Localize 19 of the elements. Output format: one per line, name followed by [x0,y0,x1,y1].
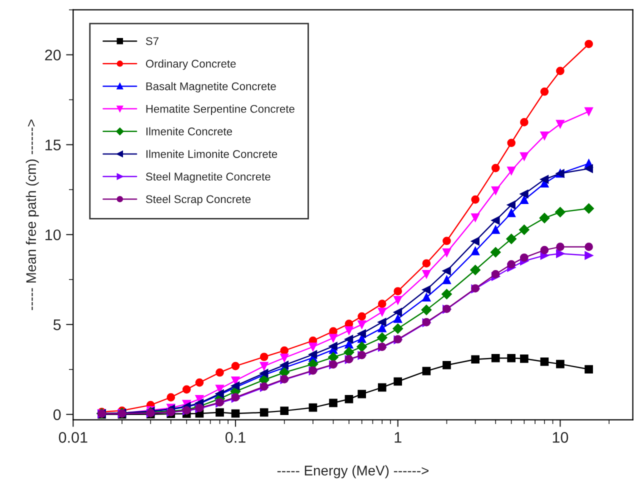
legend-label: Basalt Magnetite Concrete [146,82,276,92]
legend-label: Ilmenite Concrete [146,127,232,136]
legend-label: Ilmenite Limonite Concrete [146,150,278,158]
x-tick-label: 10 [552,432,568,443]
legend-label: Hematite Serpentine Concrete [146,104,294,116]
x-tick-label: 0.1 [225,432,246,443]
x-tick-label: 1 [394,432,402,443]
legend-label: Steel Scrap Concrete [146,194,251,206]
y-tick-label: 0 [53,409,61,420]
y-tick-label: 10 [46,229,61,240]
legend-label: Steel Magnetite Concrete [146,172,270,183]
y-tick-label: 20 [45,50,61,60]
y-tick-label: 15 [46,140,61,150]
y-axis-title: ----- Mean free path (cm) ------> [26,120,39,310]
legend-label: S7 [146,37,158,46]
legend-label: Ordinary Concrete [146,59,236,70]
x-tick-label: 0.01 [58,432,88,443]
x-axis-title: ----- Energy (MeV) ------> [277,465,428,478]
y-tick-label: 5 [53,320,61,330]
